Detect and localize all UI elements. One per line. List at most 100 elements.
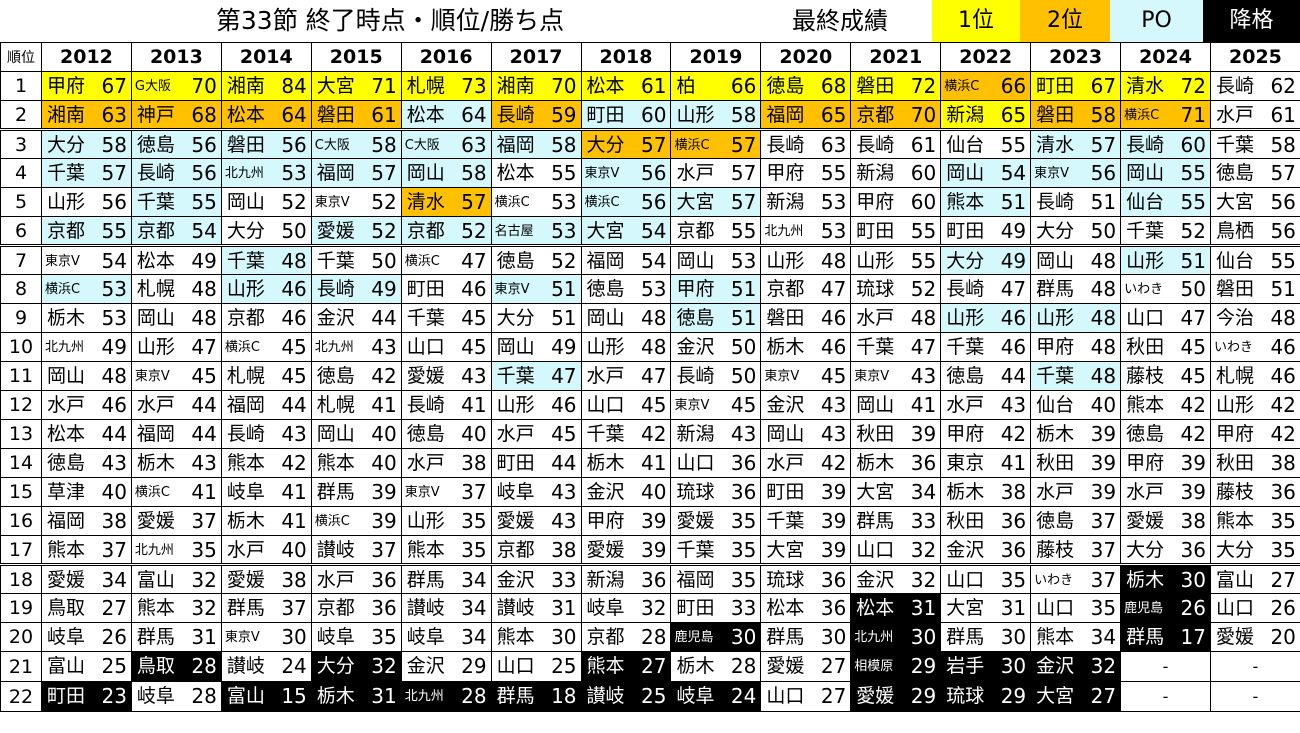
year-header-2014: 2014 (220, 42, 312, 72)
rank-cell: 12 (0, 390, 42, 420)
team-cell: 甲府 48 (1030, 332, 1122, 362)
team-points: 49 (191, 249, 217, 273)
table-row: 17 熊本 37 北九州 35 水戸 40 讃岐 37 熊本 35 京都 38 愛媛 39 千葉 35 大宮 39 山… (0, 535, 1300, 566)
team-cell: 岡山 48 (1030, 245, 1122, 275)
team-name: 名古屋 (494, 224, 534, 239)
team-name: 町田 (856, 220, 895, 242)
team-name: 愛媛 (586, 539, 625, 561)
team-points: 55 (101, 219, 127, 243)
team-name: 福岡 (226, 394, 265, 416)
team-points: 57 (641, 133, 667, 157)
team-points: 38 (1180, 509, 1206, 533)
team-cell: 松本 55 (490, 158, 582, 188)
team-cell: 大分 49 (940, 245, 1032, 275)
team-points: 62 (1270, 74, 1296, 98)
team-cell: 柏 66 (670, 71, 762, 101)
team-name: 水戸 (226, 539, 265, 561)
team-points: 17 (1180, 625, 1206, 649)
team-name: 大宮 (856, 481, 895, 503)
team-cell: 長崎 43 (220, 419, 312, 449)
team-name: 栃木 (766, 336, 805, 358)
team-points: 25 (101, 654, 127, 678)
team-points: 32 (191, 568, 217, 592)
team-cell: 熊本 40 (310, 448, 402, 478)
year-header-2024: 2024 (1120, 42, 1211, 72)
team-points: 42 (371, 364, 397, 388)
team-cell: 甲府 39 (580, 506, 672, 536)
team-name: 鹿児島 (674, 630, 714, 645)
team-name: 松本 (856, 597, 895, 619)
team-name: 金沢 (586, 481, 625, 503)
team-points: 49 (371, 277, 397, 301)
team-points: 55 (551, 161, 577, 185)
team-name: 湘南 (496, 75, 535, 97)
team-points: 60 (910, 161, 937, 185)
team-name: 大分 (586, 134, 625, 156)
team-name: 愛媛 (676, 510, 715, 532)
team-points: 44 (101, 422, 127, 446)
team-cell: 東京V 45 (130, 361, 222, 391)
team-cell: 讃岐 25 (580, 681, 672, 712)
team-name: 水戸 (676, 162, 715, 184)
team-cell: 熊本 42 (1120, 390, 1211, 420)
team-name: 熊本 (316, 452, 355, 474)
team-name: 熊本 (1036, 626, 1075, 648)
team-cell: 長崎 56 (130, 158, 222, 188)
team-name: 山口 (1215, 597, 1254, 619)
team-name: 大分 (1215, 539, 1254, 561)
team-name: 富山 (1215, 569, 1254, 591)
team-points: 41 (641, 451, 667, 475)
team-name: 福岡 (316, 162, 355, 184)
team-name: 栃木 (226, 510, 265, 532)
team-name: 徳島 (1126, 423, 1165, 445)
team-points: 58 (551, 133, 577, 157)
team-points: 39 (371, 509, 397, 533)
team-points: 43 (281, 422, 307, 446)
team-cell: 岩手 30 (940, 651, 1032, 682)
team-cell: - (1209, 681, 1300, 712)
team-points: 46 (101, 393, 127, 417)
team-name: 山口 (406, 336, 445, 358)
team-points: 44 (281, 393, 307, 417)
team-name: 讃岐 (226, 655, 265, 677)
team-name: 讃岐 (496, 597, 535, 619)
team-cell: 富山 25 (41, 651, 132, 682)
team-name: 愛媛 (1126, 510, 1165, 532)
team-cell: 松本 64 (220, 100, 312, 131)
team-name: 熊本 (1126, 394, 1165, 416)
team-name: 讃岐 (586, 685, 625, 707)
team-points: 30 (1000, 625, 1027, 649)
team-name: 群馬 (316, 481, 355, 503)
team-name: 岡山 (496, 336, 535, 358)
team-points: 31 (1000, 596, 1027, 620)
team-name: 甲府 (856, 191, 895, 213)
team-cell: 琉球 36 (670, 477, 762, 507)
team-cell: いわき 50 (1120, 274, 1211, 304)
team-points: 36 (820, 596, 847, 620)
team-points: 27 (101, 596, 127, 620)
team-name: 山形 (1215, 394, 1254, 416)
team-points: 56 (1270, 190, 1296, 214)
team-points: 51 (1090, 190, 1117, 214)
team-name: 甲府 (1036, 336, 1075, 358)
team-points: 57 (730, 133, 757, 157)
team-cell: 長崎 59 (490, 100, 582, 131)
team-name: 京都 (47, 220, 86, 242)
team-cell: 水戸 38 (400, 448, 492, 478)
team-name: 磐田 (1036, 104, 1075, 126)
team-name: 岐阜 (136, 685, 175, 707)
team-cell: 鳥取 27 (41, 593, 132, 623)
table-row: 13 松本 44 福岡 44 長崎 43 岡山 40 徳島 40 水戸 45 千葉 42 新潟 43 岡山 43 秋田… (0, 419, 1300, 449)
team-points: 58 (1090, 103, 1117, 127)
team-cell: 富山 32 (130, 564, 222, 594)
team-cell: 徳島 56 (130, 129, 222, 159)
team-cell: 札幌 46 (1209, 361, 1300, 391)
team-cell: 町田 39 (760, 477, 852, 507)
team-cell: 金沢 36 (940, 535, 1032, 566)
team-cell: 千葉 35 (670, 535, 762, 566)
table-row: 16 福岡 38 愛媛 37 栃木 41 横浜C 39 山形 35 愛媛 43 甲府 39 愛媛 35 千葉 39 群… (0, 506, 1300, 536)
empty-value: - (1162, 657, 1169, 676)
team-points: 35 (730, 538, 757, 562)
team-name: 岐阜 (496, 481, 535, 503)
team-points: 30 (1180, 568, 1206, 592)
